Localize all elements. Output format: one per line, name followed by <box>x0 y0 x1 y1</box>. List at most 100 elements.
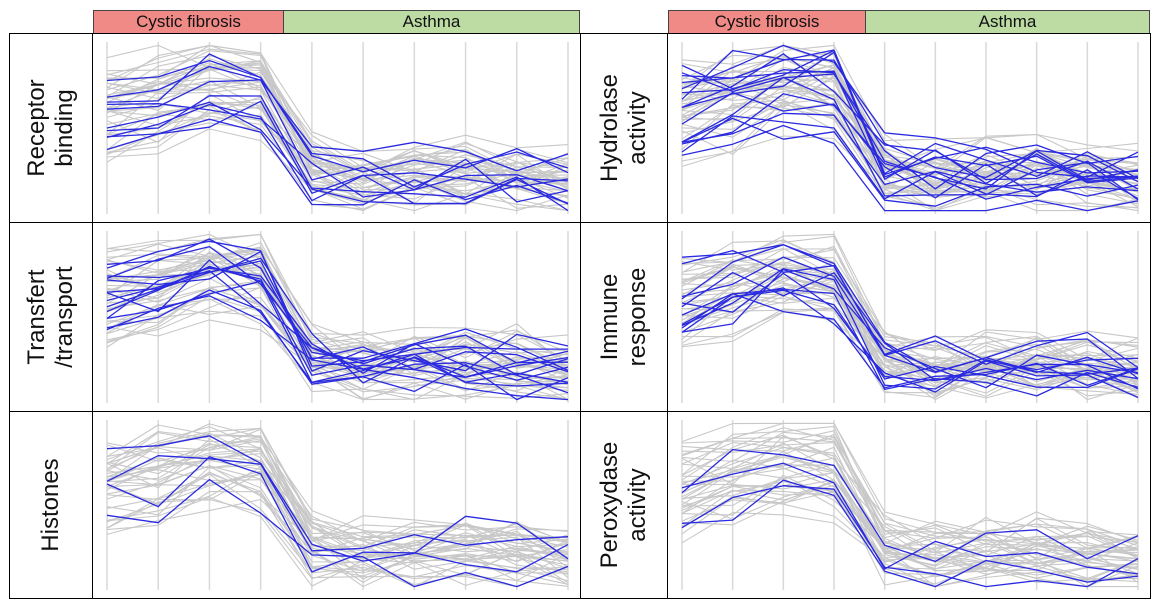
asthma-header-left: Asthma <box>283 10 580 34</box>
highlighted-series-line <box>681 268 1139 390</box>
background-series-line <box>106 55 569 184</box>
highlighted-series-line <box>106 455 569 552</box>
row-label-peroxydase-activity: Peroxydase activity <box>580 411 668 599</box>
row-label-immune-response: Immune response <box>580 222 668 412</box>
highlighted-series-line <box>681 268 1139 390</box>
background-series-line <box>106 490 569 588</box>
highlighted-series-line <box>106 295 569 401</box>
highlighted-series-line <box>106 266 569 378</box>
background-series-line <box>681 480 1139 588</box>
background-series-line <box>106 66 569 190</box>
highlighted-series-line <box>106 289 569 401</box>
highlighted-series-line <box>681 249 1139 369</box>
chart-panel-peroxydase-activity <box>667 411 1151 599</box>
highlighted-series-line <box>681 288 1139 397</box>
highlighted-series-line <box>681 53 1139 190</box>
cf-header-left: Cystic fibrosis <box>93 10 284 34</box>
background-series-line <box>681 450 1139 578</box>
background-series-line <box>106 452 569 569</box>
row-label-text: Transfert /transport <box>23 266 78 368</box>
chart-panel-hydrolase-activity <box>667 33 1151 223</box>
highlighted-series-line <box>681 448 1139 563</box>
background-series-line <box>681 459 1139 572</box>
background-series-line <box>681 485 1139 584</box>
background-series-line <box>106 233 569 364</box>
background-series-line <box>106 295 569 401</box>
highlighted-series-line <box>681 479 1139 588</box>
background-series-line <box>681 307 1139 394</box>
highlighted-series-line <box>681 462 1139 575</box>
background-series-line <box>681 273 1139 386</box>
background-series-line <box>681 422 1139 544</box>
line-chart-receptor-binding <box>106 42 569 214</box>
background-series-line <box>681 276 1139 392</box>
line-chart-transport <box>106 231 569 403</box>
background-series-line <box>106 470 569 580</box>
highlighted-series-line <box>681 244 1139 375</box>
cf-header-right: Cystic fibrosis <box>668 10 866 34</box>
highlighted-series-line <box>681 91 1139 199</box>
background-series-line <box>106 98 569 202</box>
background-series-line <box>681 422 1139 547</box>
background-series-line <box>106 48 569 174</box>
highlighted-series-line <box>681 124 1139 212</box>
background-series-line <box>106 459 569 563</box>
background-series-line <box>106 465 569 585</box>
background-series-line <box>106 241 569 363</box>
background-series-line <box>106 423 569 548</box>
highlighted-series-line <box>681 69 1139 190</box>
highlighted-series-line <box>681 117 1139 207</box>
background-series-line <box>106 498 569 588</box>
background-series-line <box>681 457 1139 566</box>
background-series-line <box>681 442 1139 565</box>
background-series-line <box>681 44 1139 154</box>
highlighted-series-line <box>106 250 569 367</box>
highlighted-series-line <box>106 238 569 371</box>
background-series-line <box>106 233 569 362</box>
row-label-text: Immune response <box>596 267 651 367</box>
background-series-line <box>681 77 1139 200</box>
highlighted-series-line <box>106 59 569 174</box>
background-series-line <box>681 431 1139 556</box>
background-series-line <box>681 268 1139 369</box>
background-series-line <box>681 70 1139 185</box>
highlighted-series-line <box>681 485 1139 588</box>
highlighted-series-line <box>681 289 1139 389</box>
row-label-text: Receptor binding <box>23 79 78 177</box>
background-series-line <box>681 427 1139 546</box>
highlighted-series-line <box>681 115 1139 200</box>
background-series-line <box>681 481 1139 585</box>
highlighted-series-line <box>106 435 569 562</box>
highlighted-series-line <box>106 245 569 376</box>
line-chart-hydrolase-activity <box>681 42 1139 214</box>
background-series-line <box>106 60 569 184</box>
chart-panel-immune-response <box>667 222 1151 412</box>
chart-panel-histones <box>92 411 581 599</box>
background-series-line <box>681 102 1139 205</box>
row-label-text: Peroxydase activity <box>596 441 651 569</box>
background-series-line <box>681 442 1139 560</box>
background-series-line <box>681 436 1139 550</box>
row-label-histones: Histones <box>9 411 93 599</box>
background-series-line <box>106 80 569 205</box>
background-series-line <box>106 112 569 206</box>
background-series-line <box>106 64 569 177</box>
background-series-line <box>106 246 569 370</box>
background-series-line <box>681 479 1139 563</box>
background-series-line <box>106 298 569 401</box>
background-series-line <box>106 319 569 385</box>
background-series-line <box>106 427 569 555</box>
line-chart-peroxydase-activity <box>681 420 1139 590</box>
background-series-line <box>106 128 569 212</box>
background-series-line <box>681 292 1139 396</box>
highlighted-series-line <box>106 240 569 372</box>
background-series-line <box>106 448 569 562</box>
row-label-text: Histones <box>37 458 64 552</box>
background-series-line <box>106 79 569 194</box>
background-series-line <box>681 135 1139 212</box>
background-series-line <box>681 90 1139 201</box>
background-series-line <box>681 308 1139 399</box>
background-series-line <box>106 233 569 369</box>
highlighted-series-line <box>106 79 569 203</box>
highlighted-series-line <box>681 272 1139 382</box>
